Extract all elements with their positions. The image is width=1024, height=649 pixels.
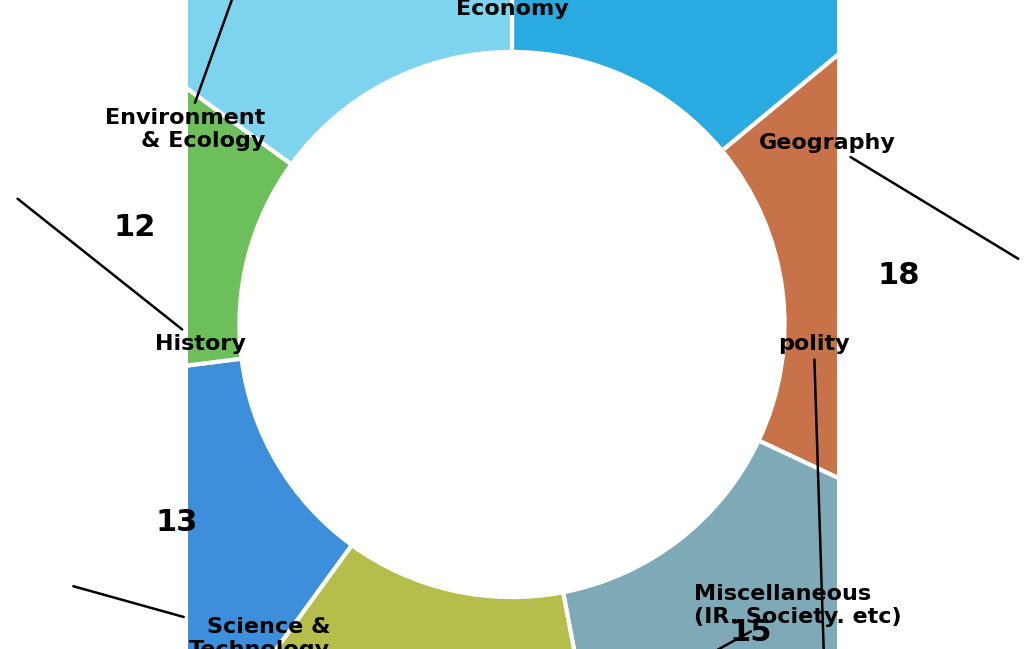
Wedge shape	[512, 0, 902, 151]
Text: Science &
Technology: Science & Technology	[74, 586, 331, 649]
Wedge shape	[10, 359, 352, 649]
Text: 18: 18	[878, 261, 920, 290]
Text: Economy: Economy	[456, 0, 728, 19]
Text: 15: 15	[729, 618, 772, 646]
Text: History: History	[17, 199, 246, 354]
Text: 13: 13	[156, 508, 198, 537]
Text: 12: 12	[114, 213, 156, 242]
Text: polity: polity	[778, 334, 850, 649]
Wedge shape	[722, 2, 1018, 540]
Wedge shape	[563, 441, 970, 649]
Text: Environment
& Ecology: Environment & Ecology	[105, 0, 279, 151]
Wedge shape	[102, 0, 512, 164]
Wedge shape	[214, 545, 607, 649]
Text: Geography: Geography	[759, 133, 1018, 259]
Wedge shape	[6, 27, 292, 388]
Text: Miscellaneous
(IR. Society. etc): Miscellaneous (IR. Society. etc)	[402, 584, 901, 649]
